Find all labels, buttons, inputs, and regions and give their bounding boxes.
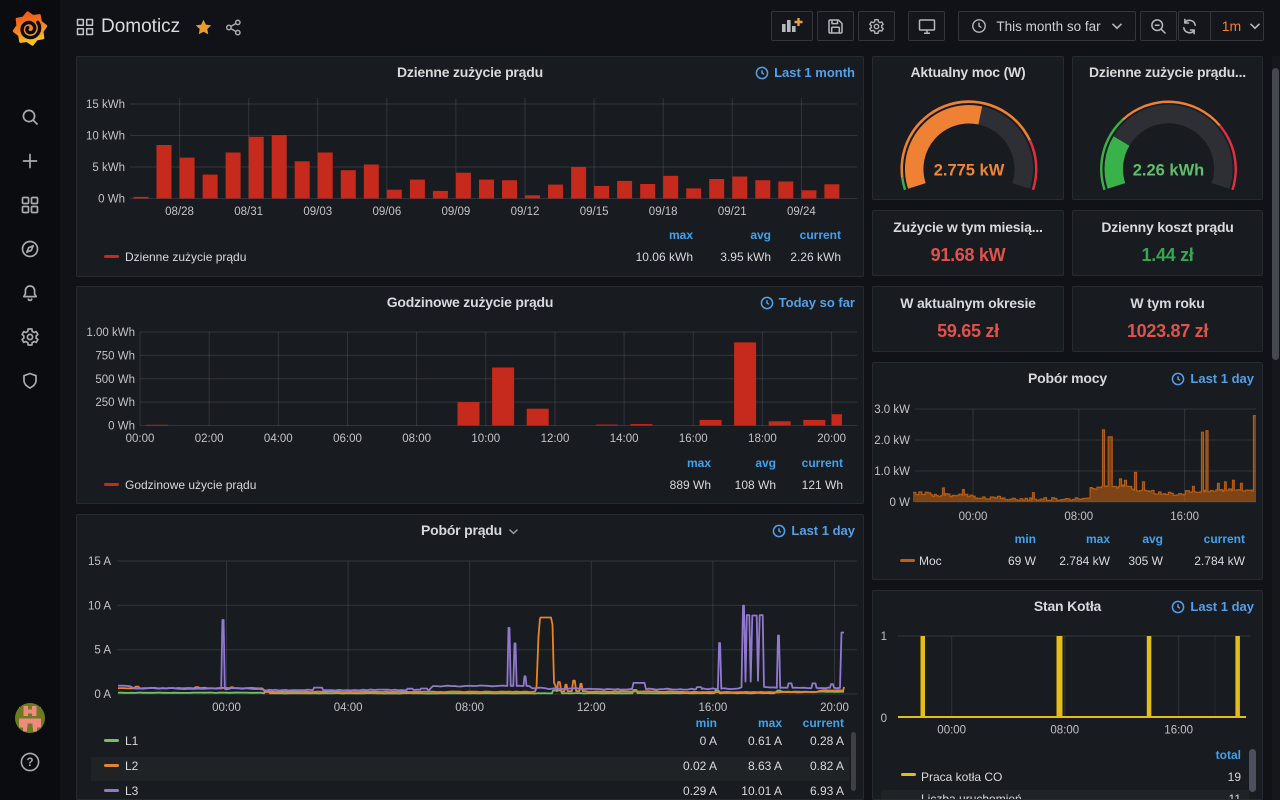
svg-text:L2: L2 [125, 759, 139, 773]
svg-text:16:00: 16:00 [1170, 511, 1199, 523]
svg-text:Godzinowe użycie prądu: Godzinowe użycie prądu [125, 478, 256, 492]
svg-text:2.784 kW: 2.784 kW [1059, 554, 1110, 568]
svg-text:current: current [1204, 532, 1245, 546]
svg-text:0 W: 0 W [890, 497, 911, 509]
svg-text:00:00: 00:00 [959, 511, 988, 523]
svg-text:2.784 kW: 2.784 kW [1194, 554, 1245, 568]
svg-text:2.0 kW: 2.0 kW [874, 435, 910, 447]
svg-text:09/24: 09/24 [787, 206, 816, 218]
svg-text:19: 19 [1228, 770, 1242, 784]
svg-text:L1: L1 [125, 734, 139, 748]
svg-text:11: 11 [1229, 792, 1242, 799]
svg-text:09/12: 09/12 [511, 206, 540, 218]
svg-text:250 Wh: 250 Wh [95, 397, 135, 409]
svg-text:2.775 kW: 2.775 kW [934, 162, 1005, 180]
svg-text:09/06: 09/06 [372, 206, 401, 218]
svg-text:04:00: 04:00 [264, 433, 293, 445]
svg-text:0.28 A: 0.28 A [810, 734, 844, 748]
svg-text:08/28: 08/28 [165, 206, 194, 218]
svg-text:16:00: 16:00 [699, 702, 728, 714]
svg-text:20:00: 20:00 [817, 433, 846, 445]
svg-text:09/21: 09/21 [718, 206, 747, 218]
svg-text:16:00: 16:00 [1164, 725, 1193, 737]
svg-text:max: max [758, 716, 782, 730]
svg-text:0: 0 [881, 713, 887, 725]
svg-text:8.63 A: 8.63 A [748, 759, 782, 773]
svg-text:avg: avg [750, 228, 771, 242]
svg-text:750 Wh: 750 Wh [95, 350, 135, 362]
svg-text:09/18: 09/18 [649, 206, 678, 218]
svg-text:current: current [803, 716, 844, 730]
svg-text:max: max [687, 456, 711, 470]
svg-text:3.95 kWh: 3.95 kWh [720, 250, 771, 264]
svg-text:min: min [1015, 532, 1036, 546]
svg-text:09/03: 09/03 [303, 206, 332, 218]
svg-text:00:00: 00:00 [212, 702, 241, 714]
svg-text:12:00: 12:00 [577, 702, 606, 714]
svg-text:total: total [1216, 748, 1241, 762]
svg-text:09/09: 09/09 [442, 206, 471, 218]
svg-text:L3: L3 [125, 784, 139, 798]
svg-text:00:00: 00:00 [937, 725, 966, 737]
svg-text:10:00: 10:00 [471, 433, 500, 445]
svg-text:20:00: 20:00 [820, 702, 849, 714]
svg-text:1.00 kWh: 1.00 kWh [86, 327, 135, 339]
svg-text:0.82 A: 0.82 A [810, 759, 844, 773]
svg-text:0.02 A: 0.02 A [683, 759, 717, 773]
svg-text:14:00: 14:00 [610, 433, 639, 445]
svg-text:12:00: 12:00 [541, 433, 570, 445]
svg-text:5 A: 5 A [94, 645, 111, 657]
svg-text:10 kWh: 10 kWh [86, 131, 125, 143]
svg-text:current: current [802, 456, 843, 470]
svg-text:108 Wh: 108 Wh [735, 478, 776, 492]
svg-text:avg: avg [1142, 532, 1163, 546]
svg-text:Praca kotła CO: Praca kotła CO [921, 770, 1002, 784]
svg-text:10.01 A: 10.01 A [741, 784, 782, 798]
svg-text:15 A: 15 A [88, 556, 111, 568]
svg-text:min: min [696, 716, 717, 730]
svg-text:18:00: 18:00 [748, 433, 777, 445]
svg-text:02:00: 02:00 [195, 433, 224, 445]
svg-text:2.26 kWh: 2.26 kWh [1133, 162, 1205, 180]
svg-text:00:00: 00:00 [126, 433, 155, 445]
svg-text:avg: avg [755, 456, 776, 470]
svg-text:?: ? [26, 757, 33, 769]
svg-text:08:00: 08:00 [1064, 511, 1093, 523]
svg-text:0 A: 0 A [94, 689, 111, 701]
svg-text:3.0 kW: 3.0 kW [874, 404, 910, 416]
svg-text:10.06 kWh: 10.06 kWh [636, 250, 693, 264]
svg-text:Moc: Moc [919, 554, 942, 568]
svg-text:current: current [800, 228, 841, 242]
svg-text:0 Wh: 0 Wh [108, 421, 135, 433]
svg-text:10 A: 10 A [88, 600, 111, 612]
svg-text:08:00: 08:00 [402, 433, 431, 445]
svg-text:1.0 kW: 1.0 kW [874, 466, 910, 478]
svg-text:08:00: 08:00 [1050, 725, 1079, 737]
svg-text:Liczba uruchomień: Liczba uruchomień [921, 792, 1022, 799]
svg-text:1: 1 [881, 631, 887, 643]
svg-text:max: max [669, 228, 693, 242]
svg-text:04:00: 04:00 [334, 702, 363, 714]
svg-text:2.26 kWh: 2.26 kWh [790, 250, 841, 264]
svg-text:0 Wh: 0 Wh [98, 194, 125, 206]
svg-text:Dzienne zużycie prądu: Dzienne zużycie prądu [125, 250, 246, 264]
svg-text:16:00: 16:00 [679, 433, 708, 445]
svg-text:max: max [1086, 532, 1110, 546]
svg-text:0 A: 0 A [700, 734, 717, 748]
svg-text:6.93 A: 6.93 A [810, 784, 844, 798]
svg-text:06:00: 06:00 [333, 433, 362, 445]
svg-text:0.61 A: 0.61 A [748, 734, 782, 748]
svg-text:69 W: 69 W [1008, 554, 1037, 568]
svg-text:09/15: 09/15 [580, 206, 609, 218]
svg-text:08/31: 08/31 [234, 206, 263, 218]
svg-text:5 kWh: 5 kWh [92, 162, 125, 174]
svg-text:15 kWh: 15 kWh [86, 99, 125, 111]
svg-text:500 Wh: 500 Wh [95, 374, 135, 386]
svg-text:305 W: 305 W [1128, 554, 1163, 568]
svg-text:121 Wh: 121 Wh [802, 478, 843, 492]
svg-text:0.29 A: 0.29 A [683, 784, 717, 798]
svg-text:889 Wh: 889 Wh [670, 478, 711, 492]
svg-text:08:00: 08:00 [455, 702, 484, 714]
